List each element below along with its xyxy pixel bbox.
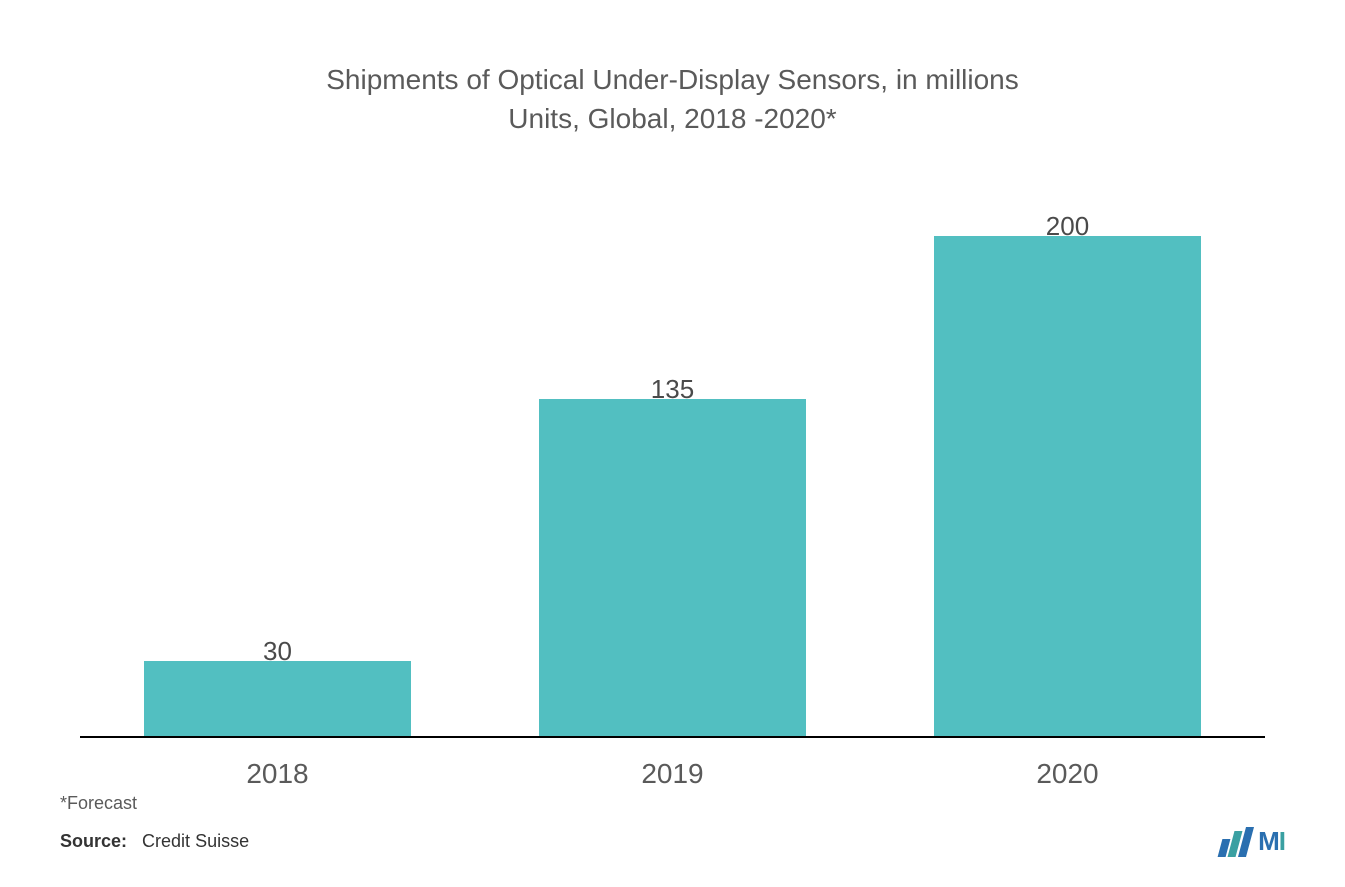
- forecast-note: *Forecast: [60, 793, 1285, 814]
- logo-letter-m: M: [1258, 826, 1279, 856]
- x-label: 2018: [100, 758, 456, 790]
- x-axis-labels: 2018 2019 2020: [80, 758, 1265, 790]
- logo-text: MI: [1258, 826, 1285, 857]
- bar-2020: [934, 236, 1201, 736]
- bar-value-label: 200: [1046, 211, 1089, 242]
- plot-area: 30 135 200: [80, 178, 1265, 738]
- bar-value-label: 135: [651, 374, 694, 405]
- title-line-1: Shipments of Optical Under-Display Senso…: [326, 64, 1019, 95]
- bar-value-label: 30: [263, 636, 292, 667]
- brand-logo: MI: [1220, 826, 1285, 857]
- source-line: Source: Credit Suisse MI: [60, 826, 1285, 857]
- x-label: 2019: [495, 758, 851, 790]
- source-text: Source: Credit Suisse: [60, 831, 249, 852]
- chart-title: Shipments of Optical Under-Display Senso…: [60, 60, 1285, 138]
- title-line-2: Units, Global, 2018 -2020*: [508, 103, 836, 134]
- bar-2019: [539, 399, 806, 737]
- x-label: 2020: [890, 758, 1246, 790]
- logo-bars-icon: [1220, 827, 1250, 857]
- logo-letter-i: I: [1279, 826, 1285, 856]
- bar-group-2019: 135: [495, 374, 851, 737]
- source-label: Source:: [60, 831, 127, 851]
- bar-group-2018: 30: [100, 636, 456, 736]
- chart-footer: *Forecast Source: Credit Suisse MI: [60, 793, 1285, 857]
- bar-group-2020: 200: [890, 211, 1246, 736]
- chart-container: Shipments of Optical Under-Display Senso…: [0, 0, 1345, 887]
- bar-2018: [144, 661, 411, 736]
- source-value: Credit Suisse: [142, 831, 249, 851]
